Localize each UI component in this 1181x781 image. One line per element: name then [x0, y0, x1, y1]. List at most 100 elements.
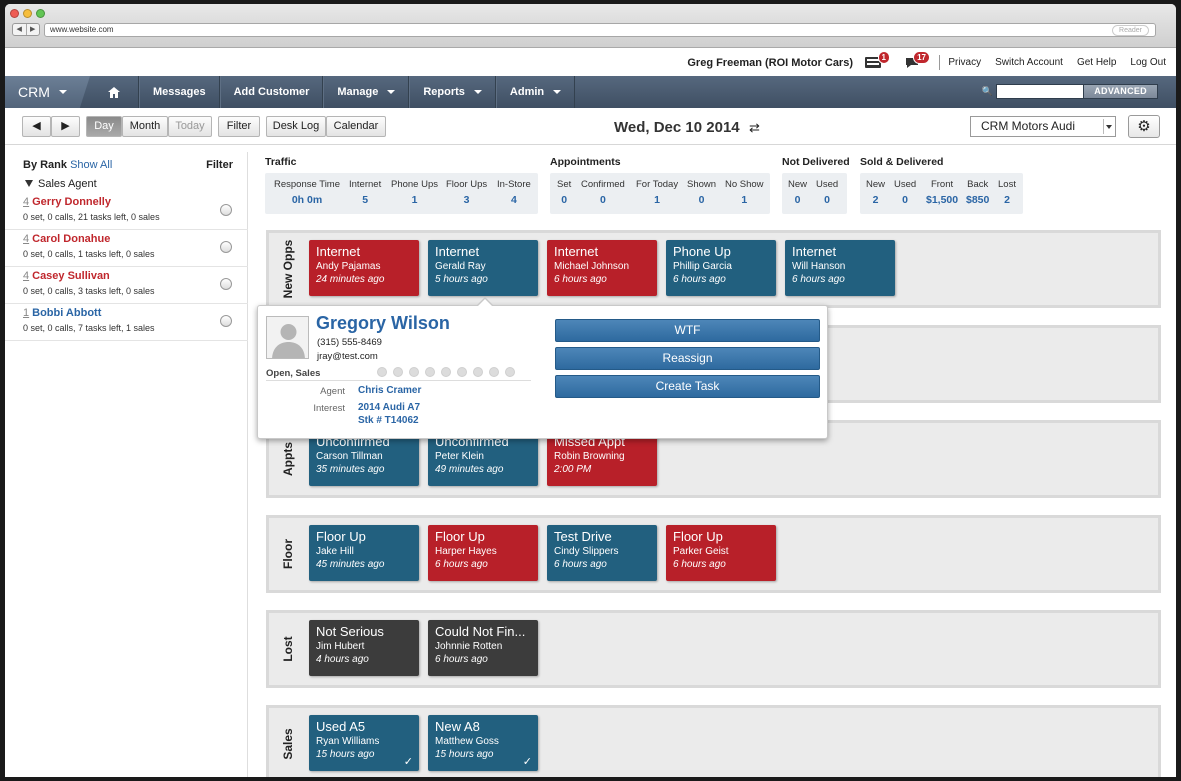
nav-reports[interactable]: Reports [409, 76, 496, 108]
agent-row[interactable]: 4 Carol Donahue 0 set, 0 calls, 1 tasks l… [5, 230, 248, 267]
card-title: Test Drive [554, 529, 612, 544]
lead-card[interactable]: Floor Up Parker Geist 6 hours ago [666, 525, 776, 581]
agent-row[interactable]: 4 Gerry Donnelly 0 set, 0 calls, 21 tasks… [5, 193, 248, 230]
lead-card[interactable]: Internet Michael Johnson 6 hours ago [547, 240, 657, 296]
privacy-link[interactable]: Privacy [948, 57, 982, 68]
lead-card[interactable]: Could Not Fin... Johnnie Rotten 6 hours ag… [428, 620, 538, 676]
filter-button[interactable]: Filter [218, 116, 260, 137]
agent-row[interactable]: 1 Bobbi Abbott 0 set, 0 calls, 7 tasks le… [5, 304, 248, 341]
stat-value: 0 [599, 194, 606, 206]
progress-dot [505, 367, 515, 377]
card-name: Gerald Ray [435, 261, 486, 272]
stat-label: Front [930, 179, 954, 190]
stat-label: Internet [349, 179, 382, 190]
nav-admin[interactable]: Admin [495, 76, 576, 108]
get-help-link[interactable]: Get Help [1076, 57, 1117, 68]
desk-log-button[interactable]: Desk Log [266, 116, 326, 137]
divider [939, 55, 941, 70]
agent-name[interactable]: Carol Donahue [32, 233, 111, 245]
agent-name[interactable]: Bobbi Abbott [32, 307, 102, 319]
zoom-window-button[interactable] [36, 9, 45, 18]
back-icon[interactable]: ◀ [16, 26, 22, 33]
lead-card[interactable]: Used A5 Ryan Williams 15 hours ago ✓ [309, 715, 419, 771]
lead-card[interactable]: Floor Up Harper Hayes 6 hours ago [428, 525, 538, 581]
wtf-button[interactable]: WTF [555, 319, 820, 342]
close-window-button[interactable] [10, 9, 19, 18]
gear-icon[interactable]: ⚙ [1128, 115, 1160, 138]
agent-filter-radio[interactable] [220, 278, 232, 290]
month-button[interactable]: Month [122, 116, 168, 137]
card-title: Internet [554, 244, 599, 259]
card-time: 24 minutes ago [316, 274, 385, 285]
lead-card[interactable]: Unconfirmed Carson Tillman 35 minutes ago [309, 430, 419, 486]
sales-agent-group[interactable]: Sales Agent [25, 178, 97, 190]
advanced-search-button[interactable]: ADVANCED [1083, 84, 1158, 99]
agent-rank: 4 [23, 233, 30, 245]
chevron-down-icon [553, 90, 562, 94]
reassign-button[interactable]: Reassign [555, 347, 820, 370]
card-time: 6 hours ago [435, 654, 488, 665]
stat-confirmed: Confirmed 0 [581, 179, 625, 206]
agent-name[interactable]: Gerry Donnelly [32, 196, 111, 208]
agent-value[interactable]: Chris Cramer [358, 385, 422, 396]
show-all-link[interactable]: Show All [70, 159, 113, 171]
messages-icon[interactable]: 17 [904, 51, 930, 70]
agent-filter-radio[interactable] [220, 315, 232, 327]
card-name: Jim Hubert [316, 641, 365, 652]
card-title: Phone Up [673, 244, 731, 259]
lane-label-text: Appts [280, 442, 295, 476]
stat-label: Phone Ups [391, 179, 439, 190]
lead-card[interactable]: Floor Up Jake Hill 45 minutes ago [309, 525, 419, 581]
nav-messages[interactable]: Messages [139, 76, 220, 108]
tasks-badge: 1 [877, 51, 890, 64]
lead-card[interactable]: Internet Gerald Ray 5 hours ago [428, 240, 538, 296]
dealer-select[interactable]: CRM Motors Audi [970, 116, 1116, 137]
lead-card[interactable]: Missed Appt Robin Browning 2:00 PM [547, 430, 657, 486]
stat-label: For Today [636, 179, 679, 190]
home-button[interactable] [90, 76, 139, 108]
stat-new: New 2 [866, 179, 885, 206]
lead-card[interactable]: Test Drive Cindy Slippers 6 hours ago [547, 525, 657, 581]
create-task-button[interactable]: Create Task [555, 375, 820, 398]
stat-back: Back $850 [966, 179, 989, 206]
card-name: Jake Hill [316, 546, 354, 557]
card-time: 6 hours ago [435, 559, 488, 570]
url-bar[interactable]: www.website.com Reader [44, 23, 1156, 37]
minimize-window-button[interactable] [23, 9, 32, 18]
card-time: 2:00 PM [554, 464, 592, 475]
tasks-icon[interactable]: 1 [864, 51, 890, 70]
chevron-down-icon [1103, 119, 1113, 134]
next-button[interactable]: ▶ [51, 116, 80, 137]
crm-menu[interactable]: CRM [5, 76, 90, 108]
interest-value[interactable]: 2014 Audi A7 [358, 402, 421, 413]
switch-account-link[interactable]: Switch Account [995, 57, 1063, 68]
lead-card[interactable]: Internet Andy Pajamas 24 minutes ago [309, 240, 419, 296]
agent-name[interactable]: Casey Sullivan [32, 270, 110, 282]
customer-name[interactable]: Gregory Wilson [316, 313, 450, 333]
lead-card[interactable]: Not Serious Jim Hubert 4 hours ago [309, 620, 419, 676]
agent-filter-radio[interactable] [220, 241, 232, 253]
lead-card[interactable]: Phone Up Phillip Garcia 6 hours ago [666, 240, 776, 296]
reader-button[interactable]: Reader [1112, 25, 1149, 36]
stat-lost: Lost 2 [998, 179, 1016, 206]
lane-new-opps: New Opps Internet Andy Pajamas 24 minutes … [266, 230, 1161, 308]
agent-row[interactable]: 4 Casey Sullivan 0 set, 0 calls, 3 tasks … [5, 267, 248, 304]
progress-dot [457, 367, 467, 377]
day-button[interactable]: Day [86, 116, 122, 137]
lead-card[interactable]: New A8 Matthew Goss 15 hours ago ✓ [428, 715, 538, 771]
lane-label: New Opps [269, 233, 306, 305]
forward-icon[interactable]: ▶ [25, 24, 40, 35]
dealer-value: CRM Motors Audi [981, 119, 1076, 133]
today-button[interactable]: Today [168, 116, 212, 137]
agent-filter-radio[interactable] [220, 204, 232, 216]
nav-add-customer[interactable]: Add Customer [219, 76, 324, 108]
sync-icon[interactable]: ⇄ [749, 120, 760, 135]
stat-shown: Shown 0 [687, 179, 716, 206]
stat-internet: Internet 5 [349, 179, 381, 206]
log-out-link[interactable]: Log Out [1130, 57, 1166, 68]
nav-manage[interactable]: Manage [323, 76, 410, 108]
lead-card[interactable]: Internet Will Hanson 6 hours ago [785, 240, 895, 296]
prev-button[interactable]: ◀ [22, 116, 51, 137]
calendar-button[interactable]: Calendar [326, 116, 386, 137]
search-input[interactable] [996, 84, 1089, 99]
